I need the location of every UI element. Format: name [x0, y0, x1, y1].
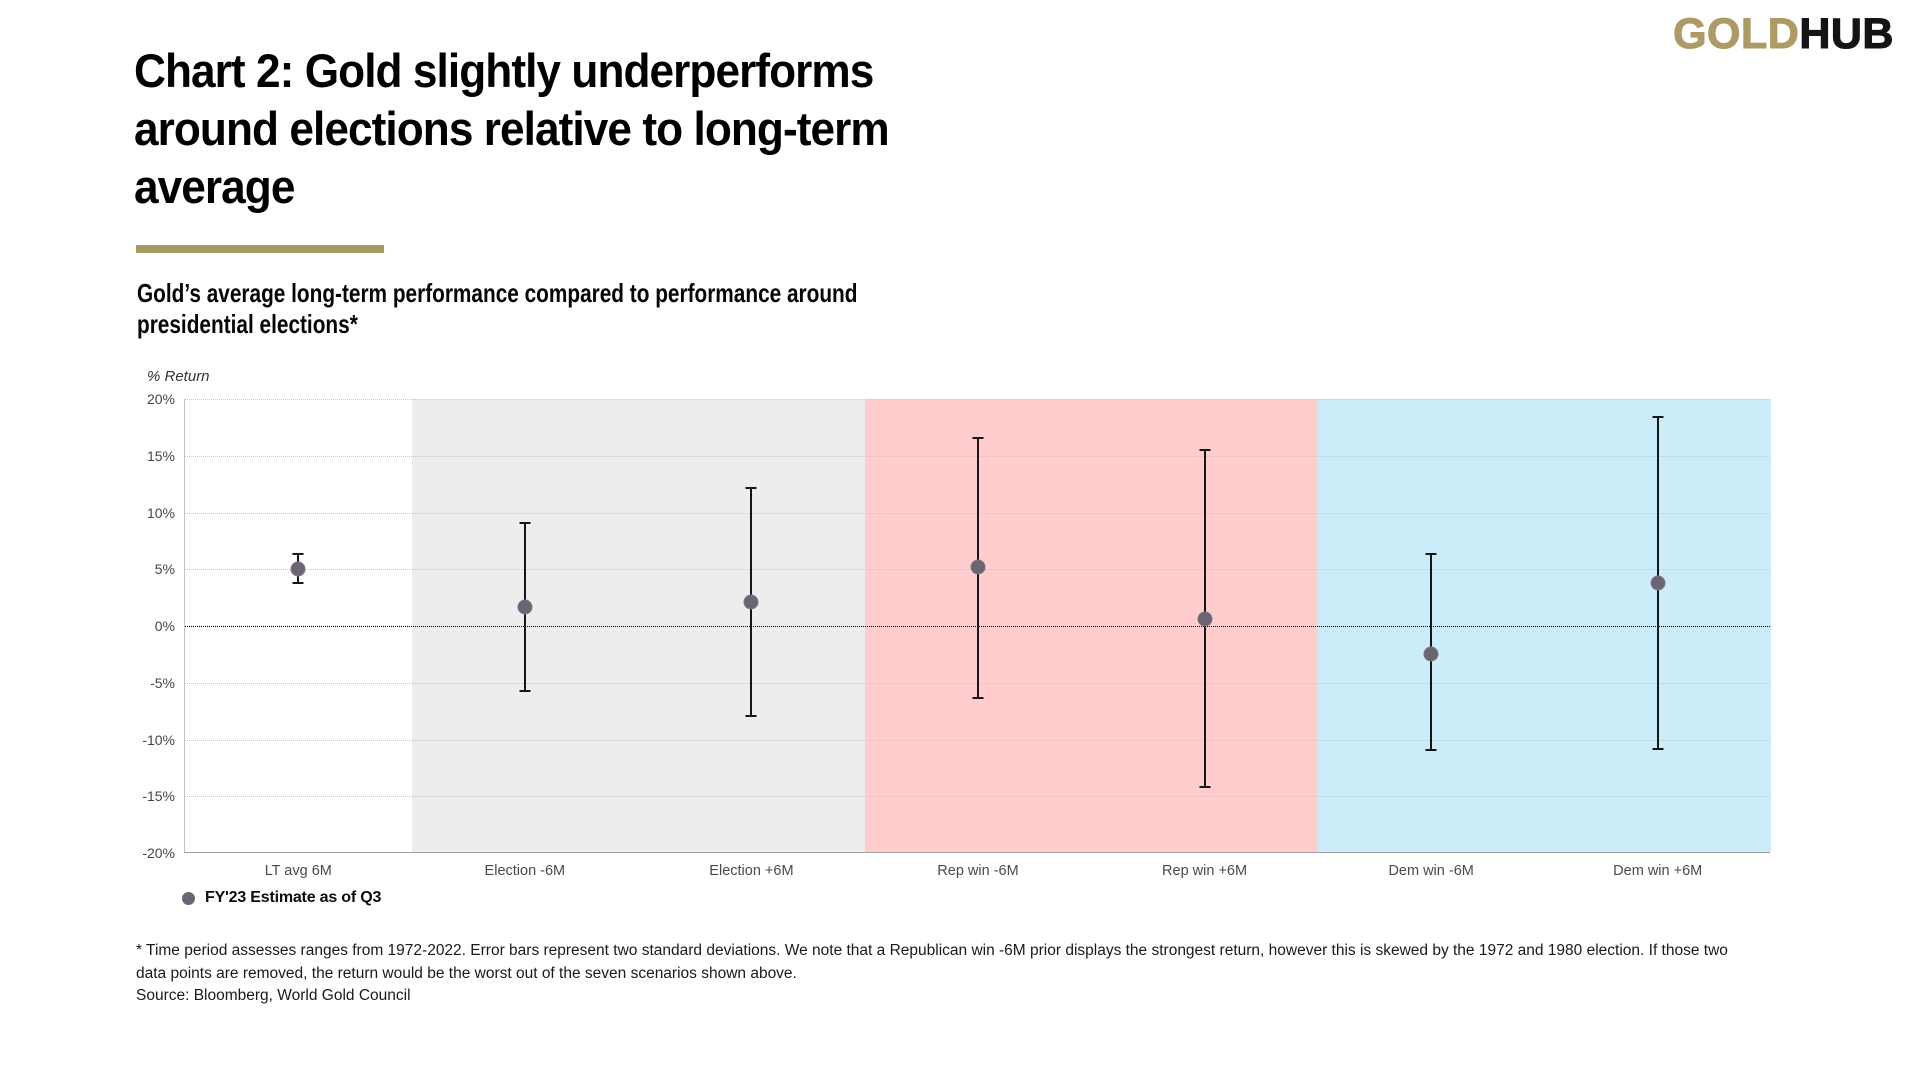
error-bar-cap-top [972, 436, 984, 439]
chart-subtitle-line: presidential elections* [137, 309, 358, 339]
error-bar-cap-top [745, 486, 757, 489]
x-tick-label: Dem win -6M [1388, 863, 1474, 879]
x-tick-label: Rep win -6M [937, 863, 1019, 879]
x-tick-label: Rep win +6M [1162, 863, 1248, 879]
footnote: * Time period assesses ranges from 1972-… [136, 940, 1728, 1008]
y-tick-label: 5% [154, 561, 175, 578]
error-bar-cap-top [1199, 449, 1211, 452]
page-title-line: around elections relative to long-term [134, 102, 890, 155]
y-tick-label: -10% [142, 731, 175, 748]
footnote-line: * Time period assesses ranges from 1972-… [136, 942, 1728, 959]
error-bar-cap-top [1652, 416, 1664, 419]
y-tick-label: 15% [146, 447, 175, 464]
chart-subtitle: Gold’s average long-term performance com… [137, 278, 857, 340]
error-bar-cap-top [292, 553, 304, 556]
y-tick-label: 10% [146, 504, 175, 521]
error-bar-cap-bottom [745, 714, 757, 717]
data-point [1423, 646, 1439, 662]
x-tick-label: Election -6M [484, 863, 566, 879]
gridline [185, 739, 1770, 741]
data-point [1650, 575, 1666, 591]
error-bar-cap-bottom [1425, 748, 1437, 751]
data-point [517, 599, 533, 615]
y-tick-label: -5% [150, 674, 175, 691]
footnote-line: data points are removed, the return woul… [136, 964, 797, 982]
x-tick-label: Election +6M [709, 863, 794, 879]
category-band [1317, 399, 1771, 852]
legend: FY'23 Estimate as of Q3 [182, 889, 381, 907]
error-bar-cap-top [519, 521, 531, 524]
page-title: Chart 2: Gold slightly underperforms aro… [134, 42, 890, 216]
title-underline-bar [136, 245, 384, 253]
page-title-line: Chart 2: Gold slightly underperforms [134, 44, 874, 97]
y-tick-label: -15% [142, 788, 175, 805]
goldhub-logo-gold: GOLD [1673, 9, 1800, 58]
error-bar-cap-bottom [519, 689, 531, 692]
chart-subtitle-line: Gold’s average long-term performance com… [137, 278, 858, 308]
plot-area: 20% 15% 10% 5% 0% -5% -10% -15% -20% LT avg 6M Ele… [142, 391, 1771, 879]
data-point [970, 559, 986, 575]
error-bar-cap-bottom [1652, 747, 1664, 750]
x-tick-label: LT avg 6M [264, 863, 332, 879]
y-axis-title: % Return [147, 368, 210, 385]
y-tick-label: -20% [142, 845, 175, 861]
source-line: Source: Bloomberg, World Gold Council [136, 987, 411, 1004]
data-point [743, 594, 759, 610]
gridline [185, 399, 1770, 400]
error-bar-cap-bottom [1199, 786, 1211, 789]
error-bar-cap-top [1425, 553, 1437, 556]
y-tick-label: 0% [154, 618, 175, 634]
category-band [411, 399, 865, 852]
legend-marker-icon [182, 891, 195, 905]
y-tick-label: 20% [146, 391, 175, 407]
error-bar-cap-bottom [292, 581, 304, 584]
category-band [864, 399, 1318, 852]
data-point [290, 561, 306, 577]
data-point [1197, 611, 1213, 627]
legend-label: FY'23 Estimate as of Q3 [205, 889, 382, 906]
page-title-line: average [134, 160, 295, 213]
goldhub-logo: GOLDHUB [1673, 9, 1894, 59]
gridline [185, 796, 1770, 798]
x-tick-label: Dem win +6M [1613, 863, 1703, 879]
category-band [185, 399, 412, 852]
goldhub-logo-hub: HUB [1799, 9, 1894, 58]
error-bar-cap-bottom [972, 696, 984, 699]
